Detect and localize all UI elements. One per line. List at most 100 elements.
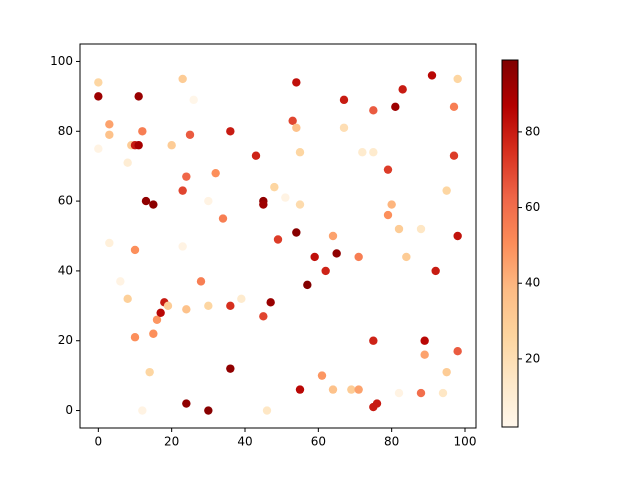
scatter-point	[394, 388, 404, 398]
scatter-point	[189, 95, 198, 105]
scatter-point	[134, 92, 143, 101]
scatter-point	[442, 186, 451, 195]
scatter-point	[453, 231, 462, 241]
scatter-point	[295, 148, 305, 157]
scatter-point	[266, 298, 275, 307]
scatter-point	[354, 252, 363, 262]
scatter-point	[270, 182, 279, 192]
colorbar-tick-label: 20	[525, 351, 540, 365]
axes-frame	[79, 43, 477, 429]
scatter-point	[130, 333, 140, 342]
scatter-point	[237, 294, 246, 304]
scatter-point	[196, 277, 206, 286]
scatter-point	[328, 231, 338, 241]
scatter-point	[226, 364, 235, 373]
scatter-point	[354, 385, 363, 394]
y-tick-label: 0	[65, 403, 73, 417]
scatter-point	[295, 200, 305, 209]
scatter-point	[182, 399, 191, 408]
scatter-point	[442, 367, 451, 377]
scatter-point	[178, 186, 187, 195]
scatter-point	[167, 141, 176, 150]
scatter-point	[259, 200, 268, 209]
scatter-point	[383, 165, 393, 174]
scatter-point	[416, 224, 426, 234]
scatter-point	[369, 148, 378, 157]
x-tick-label: 20	[164, 435, 179, 449]
scatter-point	[420, 336, 429, 345]
colorbar-tick-label: 40	[525, 276, 540, 290]
scatter-point	[226, 301, 235, 311]
scatter-point	[94, 92, 103, 101]
scatter-point	[182, 172, 191, 181]
scatter-point	[105, 238, 114, 248]
scatter-point	[402, 252, 411, 262]
x-tick-label: 100	[454, 435, 477, 449]
scatter-point	[328, 385, 338, 394]
scatter-point	[204, 406, 213, 415]
scatter-point	[431, 266, 440, 276]
scatter-point	[394, 224, 404, 234]
y-tick-label: 40	[58, 263, 73, 277]
scatter-point	[259, 312, 268, 321]
scatter-point	[372, 399, 382, 408]
x-tick-label: 0	[95, 435, 103, 449]
scatter-point	[156, 308, 165, 317]
scatter-point	[398, 85, 407, 94]
y-tick-label: 100	[50, 54, 73, 68]
scatter-point	[204, 301, 213, 311]
scatter-point	[339, 95, 349, 105]
scatter-point	[149, 329, 158, 338]
scatter-point	[347, 385, 356, 394]
scatter-point	[339, 123, 349, 132]
scatter-point	[145, 367, 154, 377]
scatter-point	[116, 277, 125, 286]
scatter-point	[105, 130, 114, 139]
scatter-point	[427, 71, 437, 80]
scatter-point	[138, 406, 147, 415]
scatter-point	[391, 102, 400, 112]
scatter-point	[292, 228, 301, 237]
scatter-point	[369, 106, 378, 115]
scatter-point	[292, 123, 301, 132]
scatter-point	[141, 196, 151, 206]
scatter-point	[317, 371, 327, 380]
scatter-point	[383, 210, 393, 220]
y-tick-label: 20	[58, 333, 73, 347]
scatter-point	[292, 78, 301, 87]
scatter-point	[185, 130, 195, 139]
scatter-point	[295, 385, 305, 394]
scatter-point	[281, 193, 290, 202]
scatter-point	[358, 148, 367, 157]
scatter-point	[178, 242, 187, 251]
y-tick-label: 80	[58, 124, 73, 138]
scatter-point	[218, 214, 228, 223]
scatter-point	[369, 336, 378, 345]
x-tick-label: 60	[311, 435, 326, 449]
scatter-point	[182, 305, 191, 314]
scatter-point	[152, 315, 162, 324]
scatter-point	[226, 127, 235, 136]
scatter-point	[262, 406, 272, 415]
scatter-point	[453, 74, 462, 84]
scatter-point	[449, 151, 459, 160]
scatter-point	[105, 120, 114, 129]
scatter-point	[453, 347, 462, 356]
colorbar-tick-label: 60	[525, 200, 540, 214]
scatter-point	[332, 249, 341, 258]
scatter-point	[420, 350, 429, 359]
scatter-point	[163, 301, 173, 311]
colorbar	[501, 59, 519, 428]
scatter-point	[134, 141, 143, 150]
scatter-point	[94, 144, 103, 153]
scatter-point	[178, 74, 187, 84]
x-tick-label: 40	[237, 435, 252, 449]
scatter-point	[449, 102, 459, 112]
scatter-point	[123, 294, 132, 304]
scatter-point	[211, 168, 220, 178]
scatter-point	[94, 78, 103, 87]
colorbar-tick-label: 80	[525, 124, 540, 138]
scatter-point	[130, 245, 140, 255]
